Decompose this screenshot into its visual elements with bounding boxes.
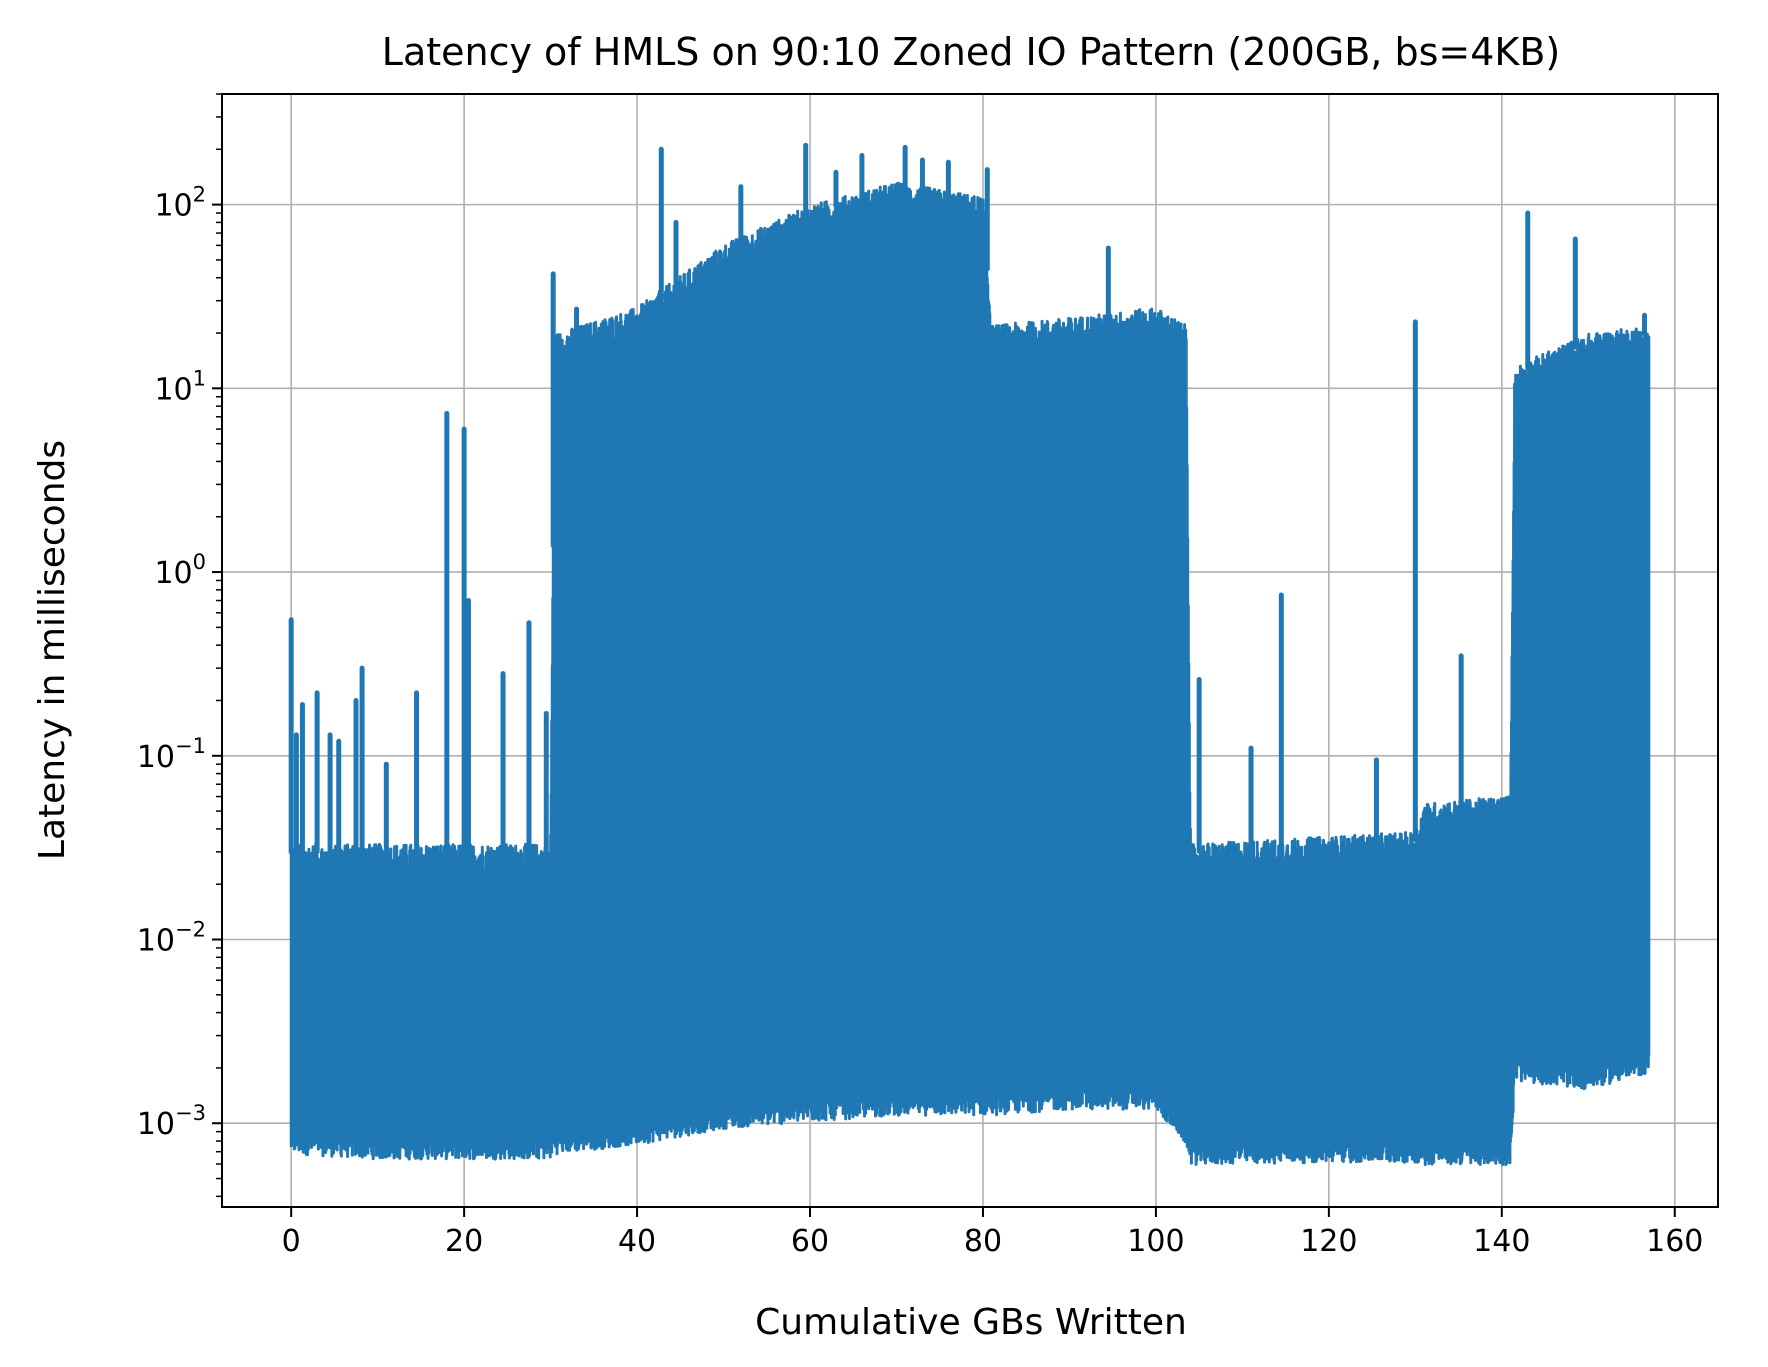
- chart-title: Latency of HMLS on 90:10 Zoned IO Patter…: [382, 30, 1560, 74]
- y-tick-label: 10−2: [137, 918, 206, 959]
- y-axis-label: Latency in milliseconds: [32, 440, 73, 860]
- y-tick-label: 101: [154, 366, 206, 407]
- x-tick-label: 0: [282, 1224, 301, 1259]
- latency-series-line: [289, 181, 1651, 1167]
- x-tick-label: 160: [1646, 1224, 1703, 1259]
- x-tick-label: 80: [964, 1224, 1002, 1259]
- y-tick-label: 100: [154, 550, 206, 591]
- y-tick-label: 102: [154, 183, 206, 224]
- x-tick-label: 100: [1127, 1224, 1184, 1259]
- y-axis: 10−3 10−2 10−1 100 101 102: [137, 93, 222, 1198]
- y-tick-label: 10−3: [137, 1101, 206, 1142]
- x-tick-label: 120: [1300, 1224, 1357, 1259]
- y-tick-label: 10−1: [137, 734, 206, 775]
- data-series: [288, 142, 1651, 1167]
- x-tick-label: 60: [791, 1224, 829, 1259]
- x-axis-label: Cumulative GBs Written: [755, 1302, 1187, 1343]
- x-tick-label: 40: [618, 1224, 656, 1259]
- x-tick-label: 140: [1473, 1224, 1530, 1259]
- plot-frame: [221, 93, 1719, 1208]
- x-axis: 0 20 40 60 80 100 120 140 160: [282, 1207, 1703, 1259]
- x-tick-label: 20: [445, 1224, 483, 1259]
